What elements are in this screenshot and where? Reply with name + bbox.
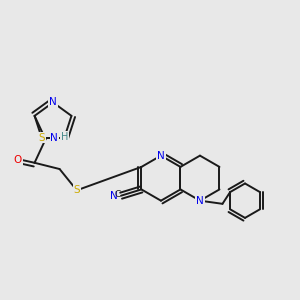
Text: C: C <box>115 190 121 199</box>
Text: N: N <box>110 191 117 201</box>
Text: N: N <box>196 196 204 206</box>
Text: S: S <box>38 133 45 142</box>
Text: N: N <box>157 151 165 160</box>
Text: N: N <box>50 133 58 143</box>
Text: S: S <box>74 185 80 195</box>
Text: N: N <box>49 98 57 107</box>
Text: O: O <box>14 154 22 165</box>
Text: H: H <box>61 132 69 142</box>
